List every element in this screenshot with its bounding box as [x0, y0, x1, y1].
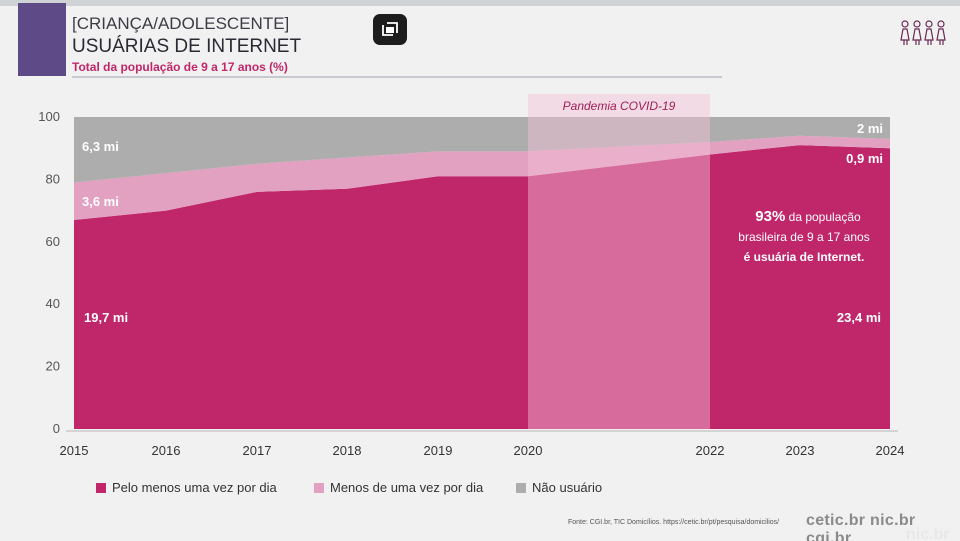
x-tick-label: 2017 [243, 443, 272, 458]
pandemic-shading [528, 94, 710, 429]
corner-logo: nic.br [906, 526, 950, 541]
source-note: Fonte: CGI.br, TIC Domicílios. https://c… [568, 519, 780, 526]
area-series-0 [74, 145, 890, 429]
label-non-user-2024: 2 mi [857, 121, 883, 136]
x-tick-label: 2020 [514, 443, 543, 458]
accent-block [18, 3, 66, 76]
y-tick-label: 0 [53, 421, 60, 436]
chart-areas [74, 117, 890, 429]
pandemic-label: Pandemia COVID-19 [563, 99, 676, 113]
x-tick-label: 2024 [876, 443, 905, 458]
legend-swatch-daily [96, 482, 106, 493]
legend-swatch-non-user [516, 482, 526, 493]
x-tick-label: 2016 [152, 443, 181, 458]
legend-label-non-user: Não usuário [532, 480, 603, 495]
label-less-daily-2015: 3,6 mi [82, 194, 119, 209]
label-less-daily-2024: 0,9 mi [846, 151, 883, 166]
y-tick-label: 20 [46, 359, 60, 374]
legend-label-daily: Pelo menos uma vez por dia [112, 480, 277, 495]
collapse-icon [382, 22, 398, 36]
x-tick-label: 2022 [696, 443, 725, 458]
y-tick-label: 100 [38, 109, 60, 124]
legend-label-less-daily: Menos de uma vez por dia [330, 480, 484, 495]
partner-logos: cetic.br nic.br cgi.br [806, 512, 916, 541]
slide-subtitle: Total da população de 9 a 17 anos (%) [72, 60, 288, 74]
header-divider [72, 76, 722, 78]
callout-text: da população [785, 210, 861, 224]
x-tick-label: 2019 [424, 443, 453, 458]
slide-kicker: [CRIANÇA/ADOLESCENTE] [72, 14, 290, 33]
area-series-1 [74, 135, 890, 220]
y-tick-label: 40 [46, 296, 60, 311]
children-group-icon [900, 20, 946, 45]
callout-percent: 93% [755, 208, 785, 225]
label-daily-2024: 23,4 mi [837, 310, 881, 325]
legend-item-daily: Pelo menos uma vez por dia [96, 480, 277, 495]
label-non-user-2015: 6,3 mi [82, 139, 119, 154]
label-daily-2015: 19,7 mi [84, 310, 128, 325]
x-axis: 2015 2016 2017 2018 2019 2020 2022 2023 2024 [60, 430, 905, 458]
callout-line-3: é usuária de Internet. [744, 250, 865, 264]
x-tick-label: 2018 [333, 443, 362, 458]
slide-title: USUÁRIAS DE INTERNET [72, 36, 302, 57]
x-tick-label: 2023 [786, 443, 815, 458]
callout-line-2: brasileira de 9 a 17 anos [738, 230, 869, 244]
pandemic-band: Pandemia COVID-19 [528, 94, 710, 429]
callout-line-1: 93% da população [755, 208, 861, 225]
exit-fullscreen-button[interactable] [373, 14, 407, 45]
y-tick-label: 80 [46, 171, 60, 186]
data-labels: 6,3 mi 3,6 mi 19,7 mi 2 mi 0,9 mi 23,4 mi 93% … [82, 121, 883, 325]
legend-item-non-user: Não usuário [516, 480, 602, 495]
area-series-2 [74, 117, 890, 183]
legend-swatch-less-daily [314, 482, 324, 493]
x-tick-label: 2015 [60, 443, 89, 458]
legend-item-less-daily: Menos de uma vez por dia [314, 480, 483, 495]
y-tick-label: 60 [46, 234, 60, 249]
y-axis: 0 20 40 60 80 100 [38, 109, 60, 436]
top-bar [0, 0, 960, 6]
